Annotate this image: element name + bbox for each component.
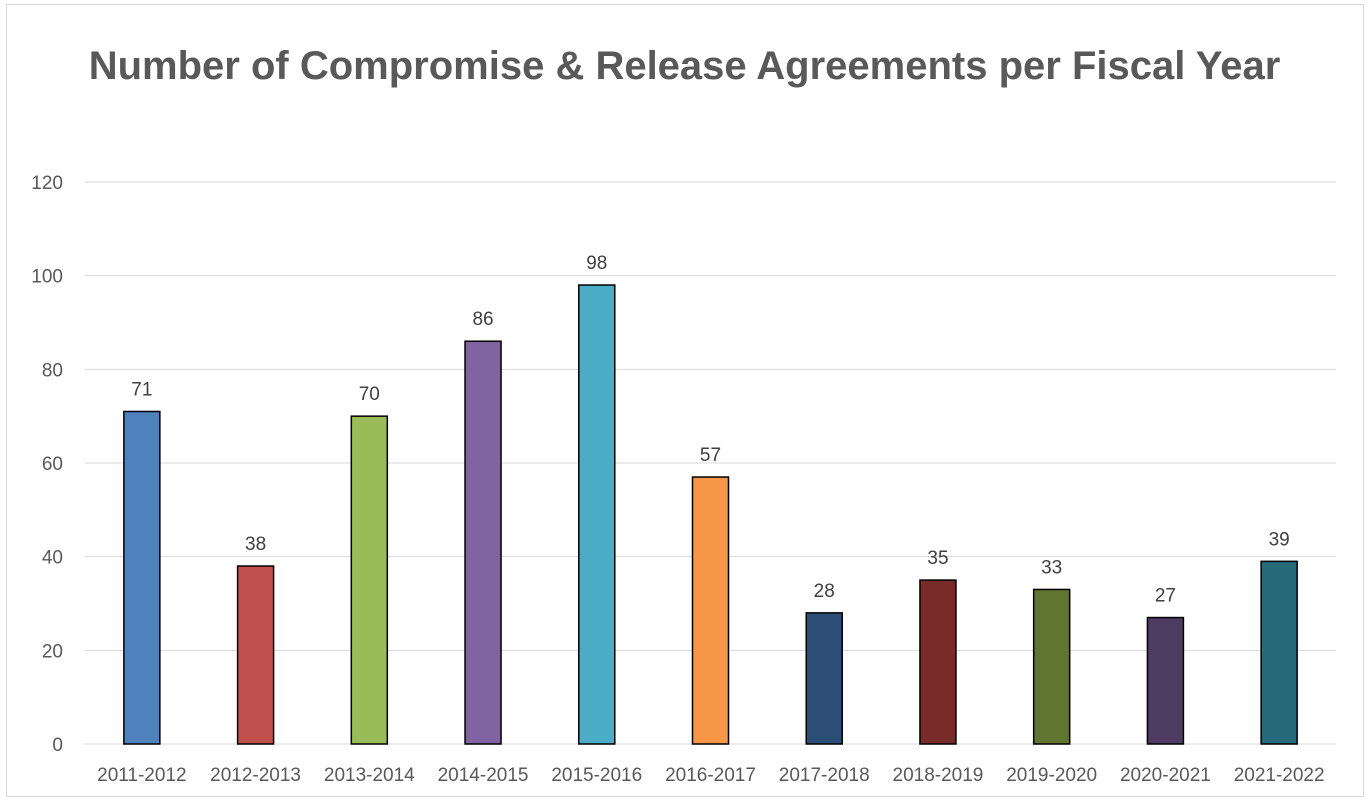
chart-title: Number of Compromise & Release Agreement… (88, 44, 1281, 88)
data-label-2012-2013: 38 (245, 534, 266, 555)
x-tick-label-2011-2012: 2011-2012 (97, 765, 186, 786)
bar-2017-2018 (805, 612, 843, 745)
y-axis-tick-labels: 0 20 40 60 80 100 120 (31, 173, 63, 756)
data-label-2014-2015: 86 (472, 309, 493, 330)
x-tick-label-2016-2017: 2016-2017 (665, 765, 756, 786)
bar-2021-2022 (1260, 560, 1298, 745)
bar-2011-2012 (123, 410, 161, 745)
x-tick-label-2018-2019: 2018-2019 (893, 765, 984, 786)
bar-2016-2017 (691, 476, 730, 745)
y-tick-label: 120 (31, 173, 63, 194)
x-tick-label-2020-2021: 2020-2021 (1120, 765, 1211, 786)
data-label-2020-2021: 27 (1155, 586, 1176, 607)
data-label-2015-2016: 98 (586, 253, 607, 274)
data-label-2019-2020: 33 (1041, 557, 1062, 578)
data-label-2017-2018: 28 (814, 581, 835, 602)
data-label-2011-2012: 71 (131, 379, 152, 400)
bar-2013-2014 (350, 415, 389, 745)
data-label-2013-2014: 70 (359, 384, 380, 405)
y-tick-label: 40 (42, 548, 63, 569)
x-tick-label-2017-2018: 2017-2018 (779, 765, 870, 786)
bar-2015-2016 (578, 284, 616, 745)
data-label-2016-2017: 57 (700, 445, 721, 466)
chart-frame (6, 4, 1364, 797)
y-tick-label: 0 (52, 735, 63, 756)
bar-2012-2013 (236, 565, 275, 745)
x-tick-label-2019-2020: 2019-2020 (1006, 765, 1097, 786)
y-tick-label: 80 (42, 360, 63, 381)
data-labels: 71 38 70 86 98 57 28 35 33 27 39 (131, 253, 1289, 607)
bar-2020-2021 (1146, 616, 1185, 745)
x-tick-label-2015-2016: 2015-2016 (551, 765, 642, 786)
x-tick-label-2012-2013: 2012-2013 (210, 765, 301, 786)
bar-2014-2015 (464, 340, 502, 745)
y-tick-label: 60 (42, 454, 63, 475)
bar-2018-2019 (919, 579, 957, 745)
bar-2019-2020 (1032, 588, 1071, 745)
x-tick-label-2014-2015: 2014-2015 (438, 765, 529, 786)
bars (123, 284, 1298, 745)
data-label-2018-2019: 35 (927, 548, 948, 569)
y-tick-label: 20 (42, 641, 63, 662)
x-axis-tick-labels: 2011-2012 2012-2013 2013-2014 2014-2015 2015… (97, 765, 1324, 786)
data-label-2021-2022: 39 (1269, 529, 1290, 550)
x-tick-label-2013-2014: 2013-2014 (324, 765, 415, 786)
x-tick-label-2021-2022: 2021-2022 (1234, 765, 1325, 786)
y-tick-label: 100 (31, 267, 63, 288)
